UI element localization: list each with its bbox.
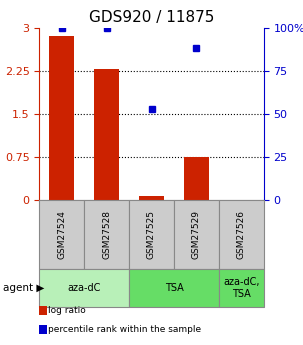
Text: aza-dC: aza-dC bbox=[68, 283, 101, 293]
Text: GSM27525: GSM27525 bbox=[147, 210, 156, 259]
Text: TSA: TSA bbox=[165, 283, 183, 293]
Bar bbox=[49, 36, 74, 200]
Text: log ratio: log ratio bbox=[48, 306, 86, 315]
Text: percentile rank within the sample: percentile rank within the sample bbox=[48, 325, 201, 334]
Text: GSM27526: GSM27526 bbox=[237, 210, 246, 259]
Text: GSM27524: GSM27524 bbox=[57, 210, 66, 259]
Bar bbox=[139, 196, 164, 200]
Text: aza-dC,
TSA: aza-dC, TSA bbox=[223, 277, 259, 299]
Bar bbox=[94, 69, 119, 200]
Bar bbox=[184, 157, 209, 200]
Text: GSM27529: GSM27529 bbox=[192, 210, 201, 259]
Text: GDS920 / 11875: GDS920 / 11875 bbox=[89, 10, 214, 25]
Text: GSM27528: GSM27528 bbox=[102, 210, 111, 259]
Text: agent ▶: agent ▶ bbox=[3, 283, 45, 293]
